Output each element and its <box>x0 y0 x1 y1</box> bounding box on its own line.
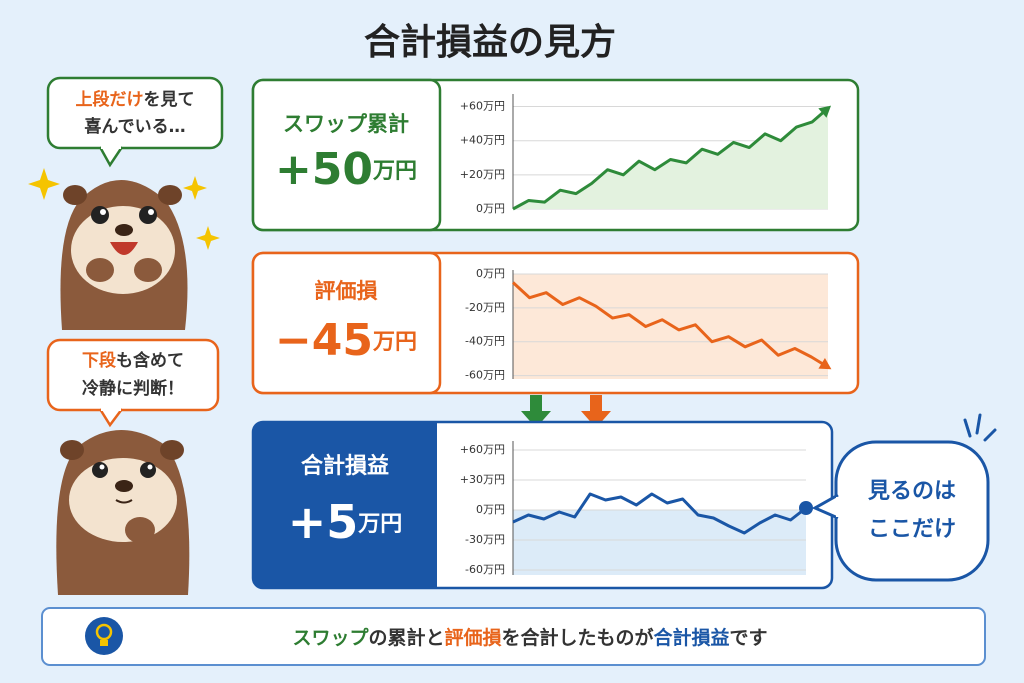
arrow-down <box>521 395 551 428</box>
panel-amount: −45 <box>275 315 373 366</box>
panel-unit: 万円 <box>372 330 417 355</box>
callout-text: ここだけ <box>868 517 956 542</box>
title: 合計損益の見方 <box>364 22 616 63</box>
y-tick-label: -40万円 <box>465 335 505 348</box>
panel-amount: +5 <box>288 495 359 549</box>
svg-text:+5万円: +5万円 <box>288 495 403 549</box>
y-tick-label: +20万円 <box>460 168 505 181</box>
svg-text:スワップの累計と評価損を合計したものが合計損益です: スワップの累計と評価損を合計したものが合計損益です <box>292 626 767 649</box>
y-tick-label: +40万円 <box>460 134 505 147</box>
panel-amount: +50 <box>275 144 373 195</box>
otter-happy <box>28 168 220 330</box>
line <box>511 281 829 369</box>
footer: スワップの累計と評価損を合計したものが合計損益です <box>41 607 986 666</box>
svg-text:下段も含めて: 下段も含めて <box>82 350 184 371</box>
footer-text: です <box>730 627 768 649</box>
y-tick-label: -30万円 <box>465 533 505 546</box>
otter-calm <box>56 430 190 595</box>
y-tick-label: +60万円 <box>460 100 505 113</box>
panel-unit: 万円 <box>357 512 402 537</box>
y-tick-label: +60万円 <box>460 443 505 456</box>
svg-text:+50万円: +50万円 <box>275 144 417 195</box>
y-tick-label: -60万円 <box>465 563 505 576</box>
line <box>512 107 829 211</box>
speech-bubble: 下段も含めて 冷静に判断！ <box>46 338 220 428</box>
bubble-text: も含めて <box>116 350 184 371</box>
svg-text:−45万円: −45万円 <box>275 315 417 366</box>
speech-bubble: 上段だけを見て 喜んでいる… <box>46 76 224 168</box>
callout-text: 見るのは <box>868 479 956 504</box>
footer-highlight: 評価損 <box>444 626 502 649</box>
footer-highlight: スワップ <box>292 626 369 649</box>
panel-label: 合計損益 <box>301 453 389 479</box>
y-tick-label: -20万円 <box>465 301 505 314</box>
panel-label: 評価損 <box>315 279 379 303</box>
line-end-dot <box>799 501 813 515</box>
line-end-arrow <box>818 357 832 370</box>
footer-highlight: 合計損益 <box>654 626 730 649</box>
panel-label: スワップ累計 <box>283 112 409 136</box>
bubble-text: 喜んでいる… <box>84 117 185 137</box>
plot-fill <box>513 510 806 575</box>
bubble-highlight: 下段 <box>82 350 116 371</box>
y-tick-label: +30万円 <box>460 473 505 486</box>
line <box>512 492 807 535</box>
footer-text: の累計と <box>368 626 444 649</box>
callout: 見るのは ここだけ <box>811 413 997 582</box>
svg-text:上段だけを見て: 上段だけを見て <box>76 89 195 110</box>
y-tick-label: 0万円 <box>476 503 505 516</box>
footer-text: を合計したものが <box>502 626 654 649</box>
panel-unit: 万円 <box>372 159 417 184</box>
line-end-arrow <box>818 105 832 118</box>
arrow-down <box>581 395 611 428</box>
bubble-text: を見て <box>144 90 195 110</box>
y-tick-label: 0万円 <box>476 267 505 280</box>
bubble-highlight: 上段だけ <box>76 89 144 110</box>
y-tick-label: -60万円 <box>465 369 505 382</box>
y-tick-label: 0万円 <box>476 202 505 215</box>
charts: 0万円 +20万円 +40万円 +60万円 0万円 -20万円 -40万円 -60万円 +60万… <box>460 94 832 576</box>
bubble-text: 冷静に判断！ <box>82 378 184 399</box>
